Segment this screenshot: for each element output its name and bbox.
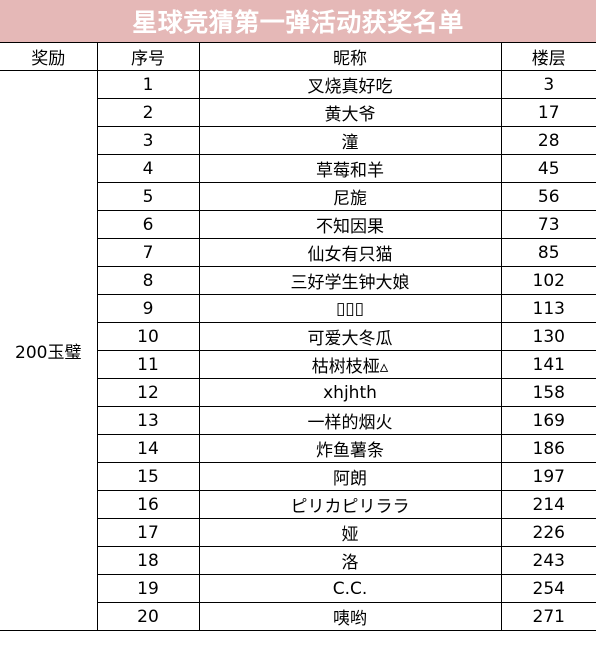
nickname-cell: 黄大爷 [198,98,502,127]
table-row: 200玉璧 1 叉烧真好吃 3 [0,70,596,631]
nickname-cell: ピリカピリララ [198,490,502,519]
nickname-cell: 娅 [198,518,502,547]
floor-cell: 73 [500,210,596,239]
nickname-cell: 仙女有只猫 [198,238,502,267]
nickname-cell: 草莓和羊 [198,154,502,183]
floor-cell: 28 [500,126,596,155]
table-row: 19 C.C. 254 [0,574,596,603]
index-cell: 16 [96,490,200,519]
table-body: 200玉璧 1 叉烧真好吃 3 2 黄大爷 17 3 潼 28 4 草莓和羊 45 5 尼旎 56 6 不知因果 7… [0,70,596,631]
table-row: 10 可爱大冬瓜 130 [0,322,596,351]
nickname-cell: 潼 [198,126,502,155]
floor-cell: 271 [500,602,596,631]
floor-cell: 214 [500,490,596,519]
index-cell: 1 [96,70,200,99]
index-cell: 13 [96,406,200,435]
index-cell: 18 [96,546,200,575]
floor-cell: 130 [500,322,596,351]
nickname-cell: 三好学生钟大娘 [198,266,502,295]
sheet-title: 星球竞猜第一弹活动获奖名单 [0,0,596,43]
index-cell: 5 [96,182,200,211]
nickname-cell: 尼旎 [198,182,502,211]
header-row: 奖励 序号 昵称 楼层 [0,42,596,71]
index-cell: 20 [96,602,200,631]
floor-cell: 102 [500,266,596,295]
table-row: 13 一样的烟火 169 [0,406,596,435]
index-cell: 15 [96,462,200,491]
nickname-cell: 不知因果 [198,210,502,239]
index-cell: 2 [96,98,200,127]
index-cell: 11 [96,350,200,379]
floor-cell: 56 [500,182,596,211]
nickname-cell: 一样的烟火 [198,406,502,435]
index-cell: 19 [96,574,200,603]
table-row: 20 咦哟 271 [0,602,596,631]
floor-cell: 254 [500,574,596,603]
table-row: 17 娅 226 [0,518,596,547]
floor-cell: 85 [500,238,596,267]
index-cell: 7 [96,238,200,267]
floor-cell: 197 [500,462,596,491]
nickname-cell: 洛 [198,546,502,575]
table-row: 4 草莓和羊 45 [0,154,596,183]
floor-cell: 226 [500,518,596,547]
header-index: 序号 [96,42,200,71]
index-cell: 4 [96,154,200,183]
nickname-cell: 炸鱼薯条 [198,434,502,463]
nickname-cell: 可爱大冬瓜 [198,322,502,351]
table-row: 9 ▯▯▯ 113 [0,294,596,323]
index-cell: 8 [96,266,200,295]
nickname-cell: xhjhth [198,378,502,407]
floor-cell: 243 [500,546,596,575]
table-row: 8 三好学生钟大娘 102 [0,266,596,295]
nickname-cell: C.C. [198,574,502,603]
table-row: 11 枯树枝桠▵ 141 [0,350,596,379]
floor-cell: 113 [500,294,596,323]
header-floor: 楼层 [500,42,596,71]
index-cell: 14 [96,434,200,463]
table-row: 14 炸鱼薯条 186 [0,434,596,463]
floor-cell: 17 [500,98,596,127]
table-row: 7 仙女有只猫 85 [0,238,596,267]
nickname-cell: 阿朗 [198,462,502,491]
table-row: 12 xhjhth 158 [0,378,596,407]
floor-cell: 141 [500,350,596,379]
index-cell: 10 [96,322,200,351]
floor-cell: 158 [500,378,596,407]
header-reward: 奖励 [0,42,98,71]
index-cell: 9 [96,294,200,323]
table-row: 16 ピリカピリララ 214 [0,490,596,519]
floor-cell: 186 [500,434,596,463]
nickname-cell: 咦哟 [198,602,502,631]
table-row: 6 不知因果 73 [0,210,596,239]
header-nickname: 昵称 [198,42,502,71]
floor-cell: 45 [500,154,596,183]
nickname-cell: 叉烧真好吃 [198,70,502,99]
reward-cell: 200玉璧 [0,70,98,631]
nickname-cell: ▯▯▯ [198,294,502,323]
winners-table: 奖励 序号 昵称 楼层 200玉璧 1 叉烧真好吃 3 2 黄大爷 17 3 潼 28 4 草莓和羊 4… [0,42,596,631]
index-cell: 6 [96,210,200,239]
index-cell: 12 [96,378,200,407]
index-cell: 3 [96,126,200,155]
floor-cell: 169 [500,406,596,435]
index-cell: 17 [96,518,200,547]
nickname-cell: 枯树枝桠▵ [198,350,502,379]
floor-cell: 3 [500,70,596,99]
